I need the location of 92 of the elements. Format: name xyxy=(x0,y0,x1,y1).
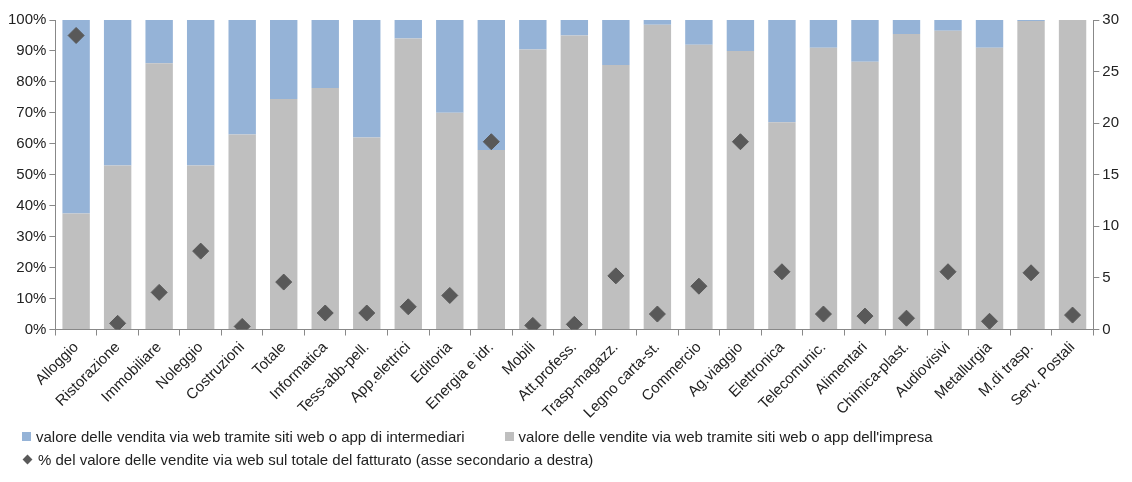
bar xyxy=(643,24,672,330)
bar xyxy=(768,20,796,123)
bar xyxy=(685,20,713,45)
bar xyxy=(809,47,838,330)
bar xyxy=(519,49,547,330)
point xyxy=(358,304,376,322)
bar xyxy=(768,122,796,330)
bar xyxy=(228,20,256,135)
bar xyxy=(1058,20,1087,330)
point xyxy=(441,286,459,304)
point xyxy=(731,133,749,151)
bar xyxy=(145,63,173,330)
bar xyxy=(892,20,921,34)
point xyxy=(316,304,334,322)
y2-tick-label: 5 xyxy=(1102,268,1111,286)
point xyxy=(1064,306,1082,324)
y2-tick-label: 15 xyxy=(1102,164,1119,182)
point xyxy=(648,305,666,323)
bar xyxy=(851,61,879,330)
bar xyxy=(851,20,879,62)
bar xyxy=(436,112,464,330)
bar xyxy=(394,38,422,330)
bar xyxy=(892,33,921,330)
bar xyxy=(643,20,672,25)
bar xyxy=(270,98,298,330)
y2-tick-label: 25 xyxy=(1102,61,1119,79)
bar xyxy=(726,50,755,330)
y-tick-label: 60% xyxy=(16,133,47,151)
point xyxy=(897,309,915,327)
bar xyxy=(560,20,589,36)
point xyxy=(109,314,127,330)
point xyxy=(565,315,583,330)
bar xyxy=(934,30,962,330)
bar xyxy=(934,20,962,31)
y-tick-label: 90% xyxy=(16,41,47,59)
bar xyxy=(311,88,339,330)
bar xyxy=(353,20,381,138)
point xyxy=(482,133,500,151)
bar xyxy=(311,20,339,89)
y-tick-label: 80% xyxy=(16,72,47,90)
bar xyxy=(809,20,838,48)
y-tick-label: 50% xyxy=(16,164,47,182)
point xyxy=(814,305,832,323)
bar xyxy=(186,165,215,330)
bar xyxy=(726,20,755,51)
point xyxy=(690,277,708,295)
point xyxy=(192,242,210,260)
bar xyxy=(602,20,630,65)
bar xyxy=(975,20,1004,48)
y2-tick-label: 0 xyxy=(1102,319,1111,337)
bar xyxy=(519,20,547,50)
bar xyxy=(186,20,215,166)
bar xyxy=(62,20,90,214)
bar xyxy=(436,20,464,113)
point xyxy=(981,312,999,330)
bar xyxy=(103,165,132,330)
y-tick-label: 20% xyxy=(16,257,47,275)
bar xyxy=(975,47,1004,330)
bar xyxy=(394,20,422,39)
y-tick-label: 70% xyxy=(16,103,47,120)
bar xyxy=(477,150,506,330)
point xyxy=(939,263,957,281)
bar xyxy=(62,213,90,330)
y-tick-label: 10% xyxy=(16,288,47,306)
point xyxy=(399,298,417,316)
point xyxy=(773,263,791,281)
bar xyxy=(560,35,589,330)
bar xyxy=(103,20,132,166)
point xyxy=(1022,264,1040,282)
y-tick-label: 0% xyxy=(24,319,47,337)
point xyxy=(856,307,874,325)
bar xyxy=(685,44,713,330)
bar xyxy=(270,20,298,99)
y2-tick-label: 30 xyxy=(1102,10,1119,28)
bar xyxy=(602,64,630,330)
point xyxy=(67,26,85,44)
legend-label: % del valore delle vendite via web sul totale del fatturato (asse secondario a destra) xyxy=(38,451,594,468)
y-tick-label: 40% xyxy=(16,195,47,213)
bar xyxy=(1017,20,1045,330)
bar xyxy=(145,20,173,64)
bar xyxy=(353,137,381,330)
point xyxy=(150,283,168,301)
bar xyxy=(228,134,256,330)
bar xyxy=(477,20,506,150)
point xyxy=(607,267,625,285)
point xyxy=(275,273,293,291)
y-tick-label: 100% xyxy=(7,10,47,28)
legend-label: valore delle vendite via web tramite siti web o app dell'impresa xyxy=(518,428,933,445)
y2-tick-label: 10 xyxy=(1102,216,1119,234)
y2-tick-label: 20 xyxy=(1102,113,1119,131)
y-tick-label: 30% xyxy=(16,226,47,244)
legend-label: valore delle vendita via web tramite siti web o app di intermediari xyxy=(36,428,465,445)
